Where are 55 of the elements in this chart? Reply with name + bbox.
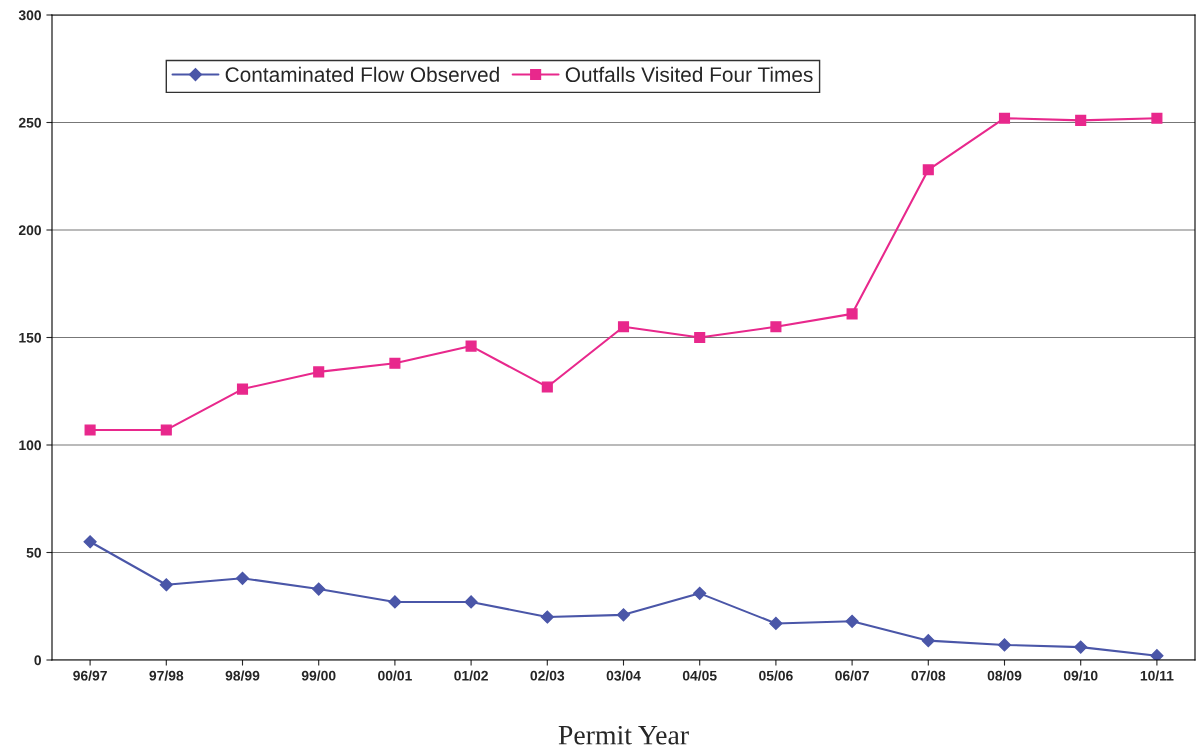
x-tick-label: 07/08 xyxy=(911,670,946,681)
point xyxy=(313,366,325,378)
point xyxy=(1074,640,1088,654)
x-tick-label: 03/04 xyxy=(606,670,641,681)
point xyxy=(616,608,631,622)
point xyxy=(770,321,782,333)
y-tick-label: 100 xyxy=(19,440,42,451)
point xyxy=(389,357,401,369)
point xyxy=(83,535,97,549)
y-tick-label: 250 xyxy=(18,117,42,128)
point xyxy=(465,340,477,352)
x-tick-label: 01/02 xyxy=(454,670,488,681)
x-tick-label: 99/00 xyxy=(301,670,336,681)
point xyxy=(388,595,402,609)
x-tick-label: 10/11 xyxy=(1140,670,1174,681)
point xyxy=(617,321,630,333)
x-tick-label: 06/07 xyxy=(835,670,869,681)
point xyxy=(1150,649,1164,660)
point xyxy=(845,614,859,628)
point xyxy=(464,595,478,609)
point xyxy=(997,638,1012,652)
point xyxy=(694,331,706,344)
point xyxy=(921,634,935,648)
point xyxy=(84,424,96,436)
x-tick-label: 97/98 xyxy=(149,670,184,681)
legend-label: Contaminated Flow Observed xyxy=(225,66,499,83)
x-tick-label: 96/97 xyxy=(73,670,107,681)
point xyxy=(541,381,553,393)
x-axis-title: Permit Year xyxy=(558,725,689,745)
x-tick-label: 04/05 xyxy=(682,670,717,681)
y-tick-label: 150 xyxy=(19,332,42,343)
point xyxy=(769,616,783,631)
x-tick-label: 00/01 xyxy=(378,670,412,681)
point xyxy=(1075,114,1087,126)
x-tick-label: 02/03 xyxy=(530,670,565,681)
point xyxy=(312,582,326,596)
point xyxy=(159,578,173,592)
x-tick-label: 08/09 xyxy=(987,670,1022,681)
point xyxy=(235,571,250,585)
x-tick-label: 09/10 xyxy=(1063,670,1098,681)
point xyxy=(236,383,249,395)
legend-label: Outfalls Visited Four Times xyxy=(565,66,813,83)
point xyxy=(160,424,172,436)
x-tick-label: 05/06 xyxy=(759,670,793,681)
point xyxy=(846,308,858,320)
point xyxy=(540,610,554,624)
point xyxy=(922,164,934,176)
y-tick-label: 0 xyxy=(34,655,42,666)
point xyxy=(998,112,1011,124)
y-tick-label: 50 xyxy=(26,547,42,558)
y-tick-label: 200 xyxy=(18,225,42,236)
y-tick-label: 300 xyxy=(18,10,42,21)
point xyxy=(1151,112,1163,124)
x-tick-label: 98/99 xyxy=(225,670,260,681)
point xyxy=(693,586,707,600)
